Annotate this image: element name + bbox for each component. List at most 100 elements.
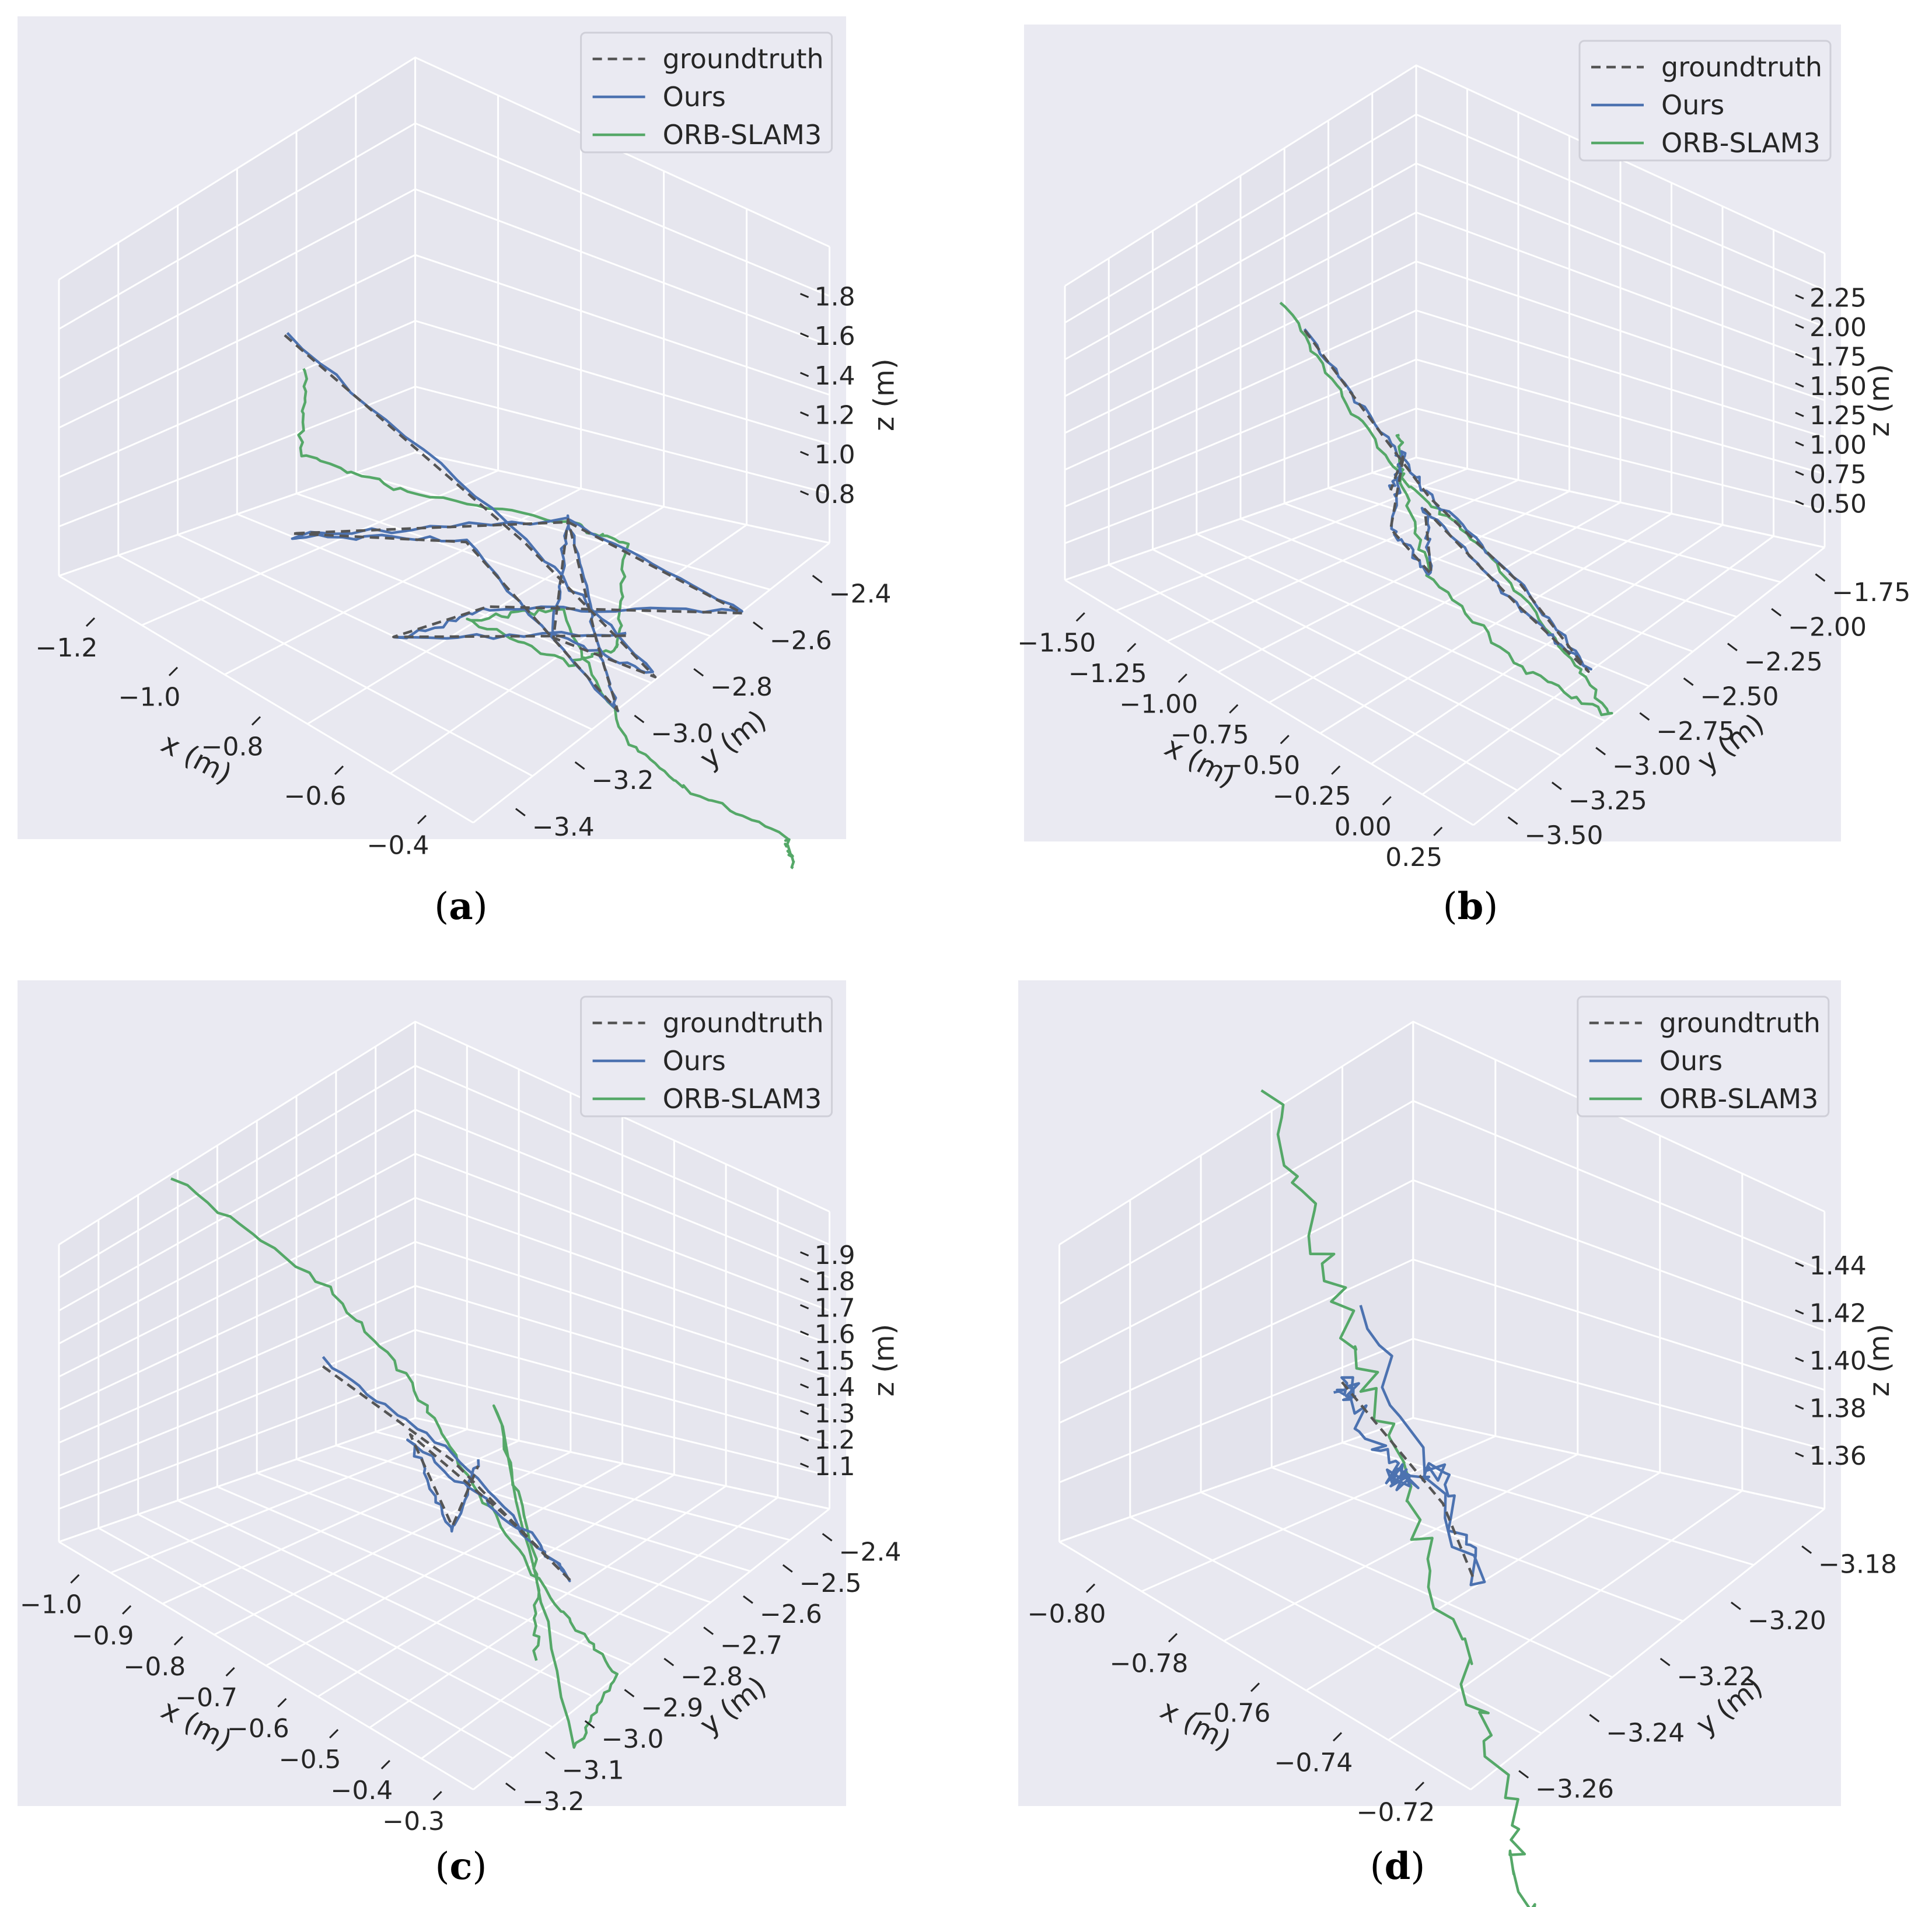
floor-grid-line	[138, 1513, 553, 1728]
x-tick-label: −0.8	[123, 1652, 186, 1682]
y-tick-mark	[703, 1626, 714, 1635]
y-tick-mark	[1595, 747, 1606, 756]
z-tick-label: 1.9	[815, 1241, 855, 1270]
x-tick-label: −0.8	[201, 732, 264, 762]
subplot-a: −1.2 −1.0 −0.8 −0.6 −0.4 −2.4 −2.6 −2.8 −3.0 −3.2…	[18, 16, 901, 869]
x-tick-mark	[1280, 735, 1290, 745]
y-tick-label: −2.25	[1744, 647, 1823, 677]
floor-grid-line	[1058, 1541, 1472, 1790]
y-tick-mark	[663, 1657, 675, 1667]
z-tick-label: 1.38	[1809, 1393, 1867, 1423]
z-tick-label: 1.6	[815, 322, 855, 351]
x-tick-label: −1.0	[20, 1590, 82, 1620]
y-tick-mark	[1518, 1770, 1529, 1779]
x-tick-mark	[1382, 796, 1392, 806]
floor-grid-line	[1108, 564, 1518, 791]
x-tick-label: −0.74	[1274, 1748, 1353, 1777]
floor-grid-line	[98, 1527, 513, 1759]
subplot-caption: (d)	[1370, 1845, 1426, 1888]
y-tick-label: −2.6	[760, 1599, 822, 1629]
legend-label: groundtruth	[1660, 1007, 1821, 1039]
y-tick-label: −3.18	[1818, 1550, 1897, 1580]
z-tick-label: 1.75	[1809, 342, 1867, 372]
subplot-d: −0.80−0.78−0.76−0.74−0.72 −3.18 −3.20 −3.22…	[1018, 980, 1897, 1907]
series-line-ours	[322, 1356, 571, 1583]
z-tick-mark	[800, 411, 809, 417]
x-tick-label: −0.7	[175, 1683, 237, 1713]
x-tick-label: −0.6	[284, 781, 347, 811]
x-tick-mark	[334, 765, 344, 775]
z-tick-mark	[800, 293, 809, 298]
y-tick-label: −2.75	[1656, 717, 1735, 746]
z-tick-mark	[1795, 353, 1804, 358]
z-tick-mark	[1795, 294, 1804, 299]
y-tick-label: −3.22	[1677, 1662, 1756, 1692]
series-line-groundtruth	[1304, 329, 1590, 673]
x-tick-label: 0.25	[1385, 843, 1442, 872]
x-tick-mark	[168, 666, 179, 676]
subplot-caption: (b)	[1443, 885, 1498, 928]
x-tick-mark	[277, 1698, 287, 1708]
x-tick-mark	[417, 815, 427, 825]
y-tick-label: −2.4	[829, 579, 892, 609]
z-axis-label: z (m)	[1863, 364, 1896, 437]
legend-label: ORB-SLAM3	[663, 119, 822, 151]
z-tick-mark	[800, 1277, 809, 1283]
z-tick-label: 1.00	[1809, 431, 1867, 460]
floor-grid-line	[336, 1444, 751, 1572]
floor-grid-line	[1388, 1490, 1743, 1741]
z-tick-mark	[800, 1462, 809, 1468]
y-tick-label: −2.6	[770, 626, 832, 655]
legend: groundtruth Ours ORB-SLAM3	[580, 996, 833, 1117]
floor-grid-line	[1200, 1491, 1613, 1678]
z-tick-mark	[1795, 411, 1804, 417]
y-tick-mark	[743, 1595, 753, 1604]
floor-grid-line	[1196, 533, 1606, 722]
x-tick-mark	[329, 1728, 339, 1739]
x-tick-mark	[225, 1667, 235, 1677]
y-tick-label: −2.00	[1788, 612, 1867, 642]
y-tick-label: −2.8	[710, 672, 773, 702]
floor-grid-line	[265, 1462, 623, 1667]
y-tick-mark	[1660, 1657, 1671, 1667]
y-tick-label: −2.50	[1700, 682, 1779, 711]
floor-grid-line	[110, 1428, 467, 1574]
x-tick-mark	[1229, 704, 1239, 714]
z-tick-mark	[1795, 500, 1804, 505]
legend-box	[1577, 996, 1830, 1117]
y-tick-mark	[822, 1533, 833, 1542]
z-tick-mark	[800, 1251, 809, 1257]
y-tick-mark	[1507, 816, 1518, 825]
y-tick-label: −2.5	[799, 1569, 862, 1598]
x-tick-mark	[1331, 765, 1341, 775]
floor-grid-line	[118, 554, 533, 777]
x-tick-label: −0.50	[1221, 750, 1300, 780]
z-tick-label: 1.6	[815, 1320, 855, 1350]
z-tick-label: 1.5	[815, 1346, 855, 1376]
x-tick-mark	[380, 1760, 390, 1770]
subplot-b: −1.50−1.25−1.00−0.75−0.50−0.250.000.25 −1…	[1017, 25, 1910, 872]
z-tick-mark	[1795, 323, 1804, 329]
y-tick-mark	[1727, 642, 1738, 651]
floor-grid-line	[369, 1485, 726, 1728]
y-tick-mark	[574, 761, 585, 770]
y-tick-mark	[634, 714, 645, 724]
z-tick-label: 1.50	[1809, 372, 1867, 401]
z-tick-mark	[1795, 382, 1804, 388]
subplot-c: −1.0−0.9−0.8−0.7−0.6−0.5−0.4−0.3 −2.4−2.5…	[18, 980, 902, 1836]
legend-label: ORB-SLAM3	[1661, 127, 1821, 159]
y-tick-label: −3.1	[562, 1756, 624, 1786]
z-axis-label: z (m)	[1863, 1324, 1896, 1397]
y-tick-label: −1.75	[1832, 578, 1910, 607]
y-tick-label: −3.25	[1568, 786, 1647, 816]
x-tick-mark	[251, 716, 261, 726]
y-tick-mark	[1589, 1714, 1600, 1723]
y-tick-label: −2.9	[641, 1693, 703, 1723]
floor-grid-line	[1064, 579, 1474, 826]
x-tick-label: −1.50	[1017, 628, 1096, 658]
legend-label: Ours	[1661, 89, 1724, 121]
y-tick-mark	[1683, 677, 1694, 686]
series-line-orb-slam3	[170, 1177, 619, 1749]
y-tick-label: −2.7	[720, 1631, 782, 1661]
